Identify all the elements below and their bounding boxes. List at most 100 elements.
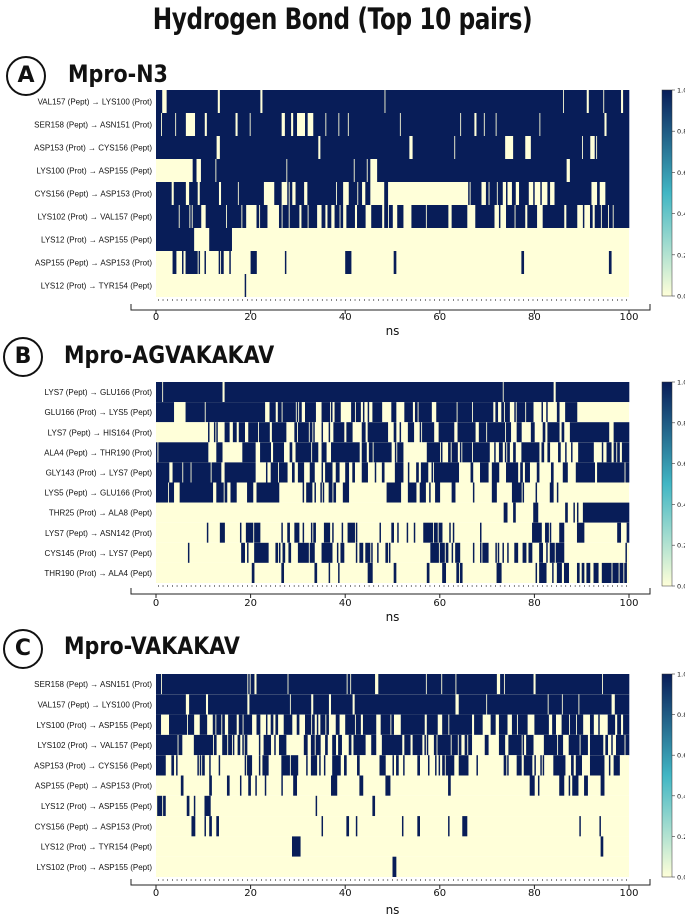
- hbond-present-block: [180, 775, 184, 796]
- hbond-present-block: [423, 522, 434, 543]
- hbond-present-block: [221, 251, 224, 274]
- hbond-present-block: [269, 402, 276, 423]
- heatmap-row: [156, 562, 629, 583]
- hbond-present-block: [613, 755, 620, 776]
- hbond-present-block: [204, 816, 206, 837]
- hbond-present-block: [335, 462, 340, 483]
- hbond-present-block: [193, 795, 196, 817]
- row-label: ALA4 (Pept) → THR190 (Prot): [44, 448, 152, 457]
- row-label: THR25 (Prot) → ALA8 (Pept): [49, 509, 152, 518]
- hbond-present-block: [457, 402, 473, 423]
- hbond-present-block: [462, 816, 468, 837]
- hbond-present-block: [294, 522, 300, 543]
- hbond-present-block: [156, 442, 158, 463]
- hbond-present-block: [445, 755, 455, 776]
- hbond-present-block: [357, 205, 366, 228]
- hbond-present-block: [313, 422, 315, 443]
- hbond-present-block: [391, 714, 394, 735]
- hbond-present-block: [244, 734, 248, 756]
- hbond-present-block: [520, 462, 523, 483]
- hbond-present-block: [411, 205, 426, 228]
- hbond-present-block: [576, 562, 580, 583]
- hbond-present-block: [569, 159, 630, 182]
- hbond-present-block: [606, 113, 630, 136]
- hbond-present-block: [547, 182, 551, 205]
- heatmap-panel-c: SER158 (Pept) → ASN151 (Prot) VAL157 (Pep…: [34, 671, 685, 916]
- hbond-present-block: [239, 522, 242, 543]
- colorbar: 0.0 0.2 0.4 0.6 0.8 1.0: [661, 379, 685, 591]
- hbond-present-block: [209, 228, 232, 251]
- hbond-present-block: [354, 694, 456, 715]
- hbond-present-block: [216, 159, 287, 182]
- hbond-present-block: [297, 422, 309, 443]
- hbond-present-block: [245, 522, 254, 543]
- heatmap-row: [156, 795, 629, 817]
- hbond-present-block: [371, 205, 383, 228]
- hbond-present-block: [321, 442, 327, 463]
- hbond-present-block: [241, 542, 245, 563]
- hbond-present-block: [480, 462, 489, 483]
- row-label: VAL157 (Pept) → LYS100 (Prot): [38, 98, 153, 107]
- row-label: LYS12 (Prot) → ASP155 (Pept): [41, 236, 152, 245]
- hbond-present-block: [271, 422, 287, 443]
- hbond-present-block: [576, 522, 585, 543]
- hbond-present-block: [613, 205, 630, 228]
- hbond-present-block: [623, 90, 630, 113]
- x-axis-label: ns: [386, 610, 400, 624]
- hbond-present-block: [222, 714, 225, 735]
- hbond-present-block: [313, 113, 326, 136]
- hbond-present-block: [156, 113, 162, 136]
- hbond-present-block: [506, 205, 515, 228]
- hbond-present-block: [310, 734, 315, 756]
- hbond-present-block: [576, 502, 579, 523]
- hbond-present-block: [438, 522, 443, 543]
- row-label: LYS100 (Prot) → ASP155 (Pept): [37, 721, 153, 730]
- heatmap-row: [156, 136, 630, 159]
- hbond-present-block: [250, 251, 257, 274]
- hbond-present-block: [420, 462, 429, 483]
- hbond-present-block: [338, 734, 342, 756]
- hbond-present-block: [353, 734, 366, 756]
- hbond-present-block: [328, 482, 333, 503]
- hbond-present-block: [237, 734, 241, 756]
- x-tick-label: 0: [153, 888, 159, 899]
- colorbar-gradient: [661, 673, 673, 878]
- colorbar-tick-label: 0.2: [677, 542, 685, 550]
- x-tick-label: 0: [153, 312, 159, 323]
- colorbar-gradient: [661, 381, 673, 587]
- hbond-present-block: [213, 734, 217, 756]
- row-label: LYS12 (Prot) → TYR154 (Pept): [41, 843, 153, 852]
- hbond-present-block: [296, 402, 299, 423]
- hbond-present-block: [522, 482, 525, 503]
- hbond-present-block: [470, 462, 474, 483]
- hbond-present-block: [504, 674, 534, 695]
- hbond-present-block: [529, 775, 535, 796]
- hbond-present-block: [399, 422, 402, 443]
- hbond-present-block: [426, 674, 442, 695]
- hbond-present-block: [419, 422, 422, 443]
- hbond-present-block: [427, 755, 430, 776]
- hbond-present-block: [418, 402, 432, 423]
- hbond-present-block: [426, 442, 441, 463]
- heatmap-row: [156, 522, 630, 543]
- row-label: LYS7 (Pept) → ASN142 (Prot): [45, 529, 152, 538]
- hbond-present-block: [451, 205, 468, 228]
- hbond-present-block: [600, 836, 604, 857]
- hbond-present-block: [335, 714, 340, 735]
- panel-b-title: Mpro-AGVAKAKAV: [64, 341, 275, 369]
- colorbar-tick-label: 1.0: [677, 671, 685, 679]
- hbond-present-block: [309, 462, 315, 483]
- hbond-present-block: [295, 182, 305, 205]
- hbond-present-block: [385, 90, 564, 113]
- hbond-present-block: [251, 562, 255, 583]
- hbond-present-block: [536, 462, 540, 483]
- hbond-present-block: [484, 113, 496, 136]
- heatmap-row: [156, 462, 630, 483]
- heatmap-row: [156, 775, 629, 796]
- row-label: ASP155 (Pept) → ASP153 (Prot): [35, 259, 152, 268]
- hbond-present-block: [412, 734, 423, 756]
- hbond-present-block: [455, 542, 461, 563]
- hbond-present-block: [459, 562, 463, 583]
- hbond-present-block: [562, 462, 568, 483]
- hbond-present-block: [161, 113, 176, 136]
